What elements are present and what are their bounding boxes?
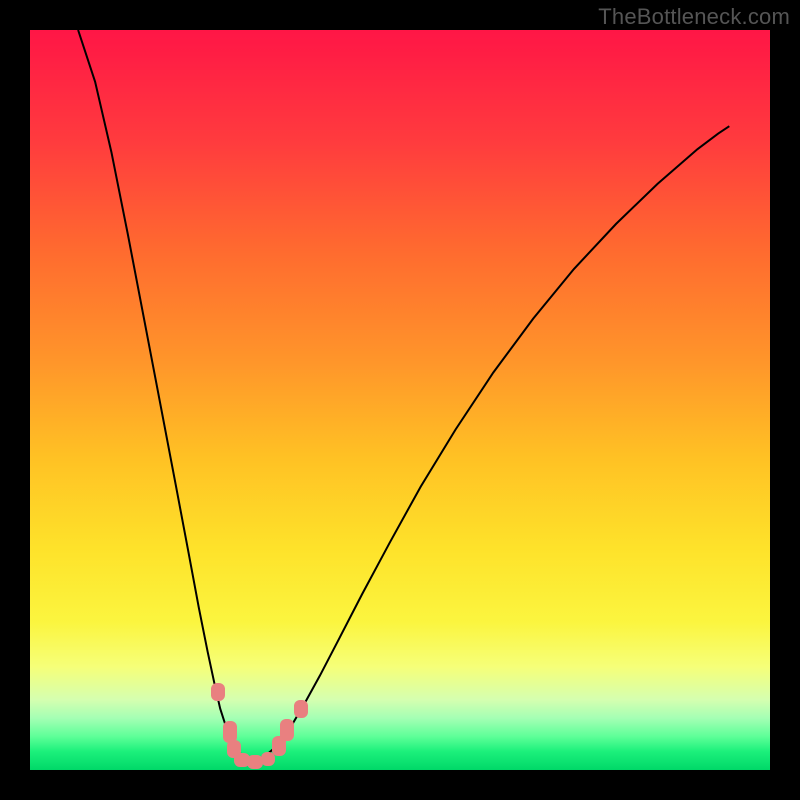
watermark-text: TheBottleneck.com (598, 4, 790, 30)
plot-area (30, 30, 770, 770)
data-marker (223, 721, 237, 743)
data-marker (211, 683, 225, 701)
chart-frame: TheBottleneck.com (0, 0, 800, 800)
curve-right-branch (252, 126, 729, 762)
curve-left-branch (78, 30, 252, 762)
bottleneck-curve (30, 30, 770, 770)
data-marker (294, 700, 308, 718)
data-marker (280, 719, 294, 741)
